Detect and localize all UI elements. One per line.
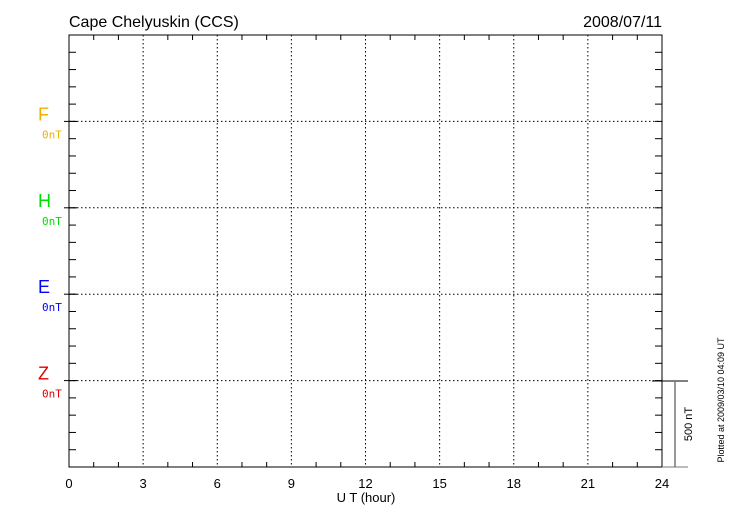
x-tick-labels: 0 3 6 9 12 15 18 21 24 [65, 476, 669, 491]
scale-bar-label: 500 nT [683, 407, 695, 442]
x-axis-label: U T (hour) [337, 490, 396, 505]
x-tick-label: 18 [507, 476, 521, 491]
series-labels: F 0nT H 0nT E 0nT Z 0nT [38, 104, 62, 400]
axis-ticks [64, 35, 662, 467]
x-tick-label: 15 [432, 476, 446, 491]
series-baseline-label: 0nT [42, 301, 62, 314]
plot-frame [68, 34, 663, 468]
x-tick-label: 3 [140, 476, 147, 491]
series-name-z: Z [38, 364, 49, 384]
series-name-h: H [38, 191, 51, 211]
grid [69, 35, 662, 467]
series-baseline-label: 0nT [42, 215, 62, 228]
series-name-f: F [38, 104, 49, 124]
chart-title: Cape Chelyuskin (CCS) [69, 14, 239, 31]
chart-date: 2008/07/11 [583, 14, 662, 31]
series-baseline-label: 0nT [42, 128, 62, 141]
scale-bar: 500 nT [652, 380, 695, 468]
x-tick-label: 12 [358, 476, 372, 491]
series-name-e: E [38, 277, 50, 297]
x-tick-label: 24 [655, 476, 669, 491]
plotted-footnote: Plotted at 2009/03/10 04:09 UT [716, 337, 726, 463]
x-tick-label: 9 [288, 476, 295, 491]
x-tick-label: 21 [581, 476, 595, 491]
x-tick-label: 6 [214, 476, 221, 491]
x-tick-label: 0 [65, 476, 72, 491]
series-baseline-label: 0nT [42, 388, 62, 401]
